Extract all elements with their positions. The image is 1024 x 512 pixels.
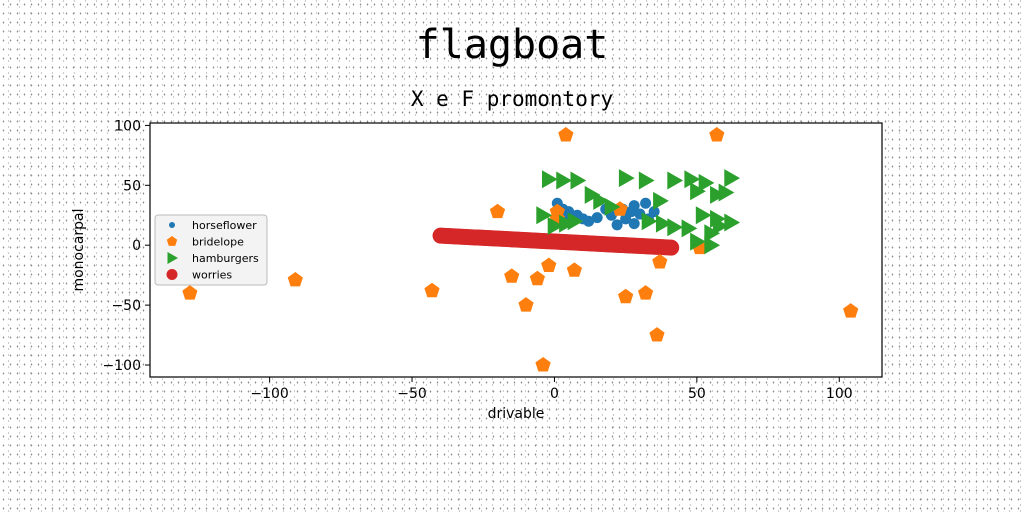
point-hamburgers <box>667 171 684 190</box>
y-axis-label: monocarpal <box>71 208 87 291</box>
y-tick-label: 100 <box>114 118 141 134</box>
point-hamburgers <box>710 185 726 204</box>
point-bridelope <box>652 254 668 269</box>
legend: horseflower bridelope hamburgers worries <box>154 214 268 286</box>
point-hamburgers <box>704 224 721 243</box>
point-bridelope <box>558 127 574 142</box>
point-hamburgers <box>667 218 684 237</box>
series-worries <box>432 227 680 256</box>
point-bridelope <box>618 288 634 304</box>
point-hamburgers <box>698 173 715 192</box>
point-hamburgers <box>567 212 584 231</box>
point-hamburgers <box>704 236 721 255</box>
plot-area <box>150 123 882 377</box>
series-hamburgers <box>536 169 741 255</box>
y-tick-label: 50 <box>123 178 141 194</box>
point-hamburgers <box>536 206 553 225</box>
point-horseflower <box>591 212 603 224</box>
point-hamburgers <box>641 212 658 231</box>
point-horseflower <box>628 218 640 230</box>
point-bridelope <box>504 268 520 283</box>
point-hamburgers <box>690 182 706 201</box>
point-bridelope <box>535 357 551 372</box>
point-bridelope <box>638 285 654 300</box>
legend-label: horseflower <box>192 219 257 232</box>
legend-label: hamburgers <box>192 252 259 265</box>
point-bridelope <box>287 272 303 287</box>
point-hamburgers <box>618 169 635 188</box>
point-bridelope <box>709 127 725 142</box>
x-tick-label: 100 <box>826 386 853 402</box>
point-hamburgers <box>655 214 672 233</box>
legend-marker-hamburgers <box>167 252 178 264</box>
y-tick-label: −100 <box>103 358 141 374</box>
point-hamburgers <box>584 185 601 204</box>
point-hamburgers <box>681 219 698 238</box>
point-bridelope <box>424 282 440 298</box>
point-bridelope <box>649 327 665 342</box>
plot-frame <box>149 122 883 378</box>
point-hamburgers <box>712 217 729 236</box>
x-tick-label: −100 <box>250 386 288 402</box>
point-hamburgers <box>542 170 558 189</box>
legend-label: bridelope <box>192 236 244 249</box>
point-bridelope <box>489 203 506 219</box>
y-tick-label: 0 <box>132 238 141 254</box>
legend-label: worries <box>192 269 232 282</box>
legend-marker-bridelope <box>166 236 178 246</box>
point-bridelope <box>541 257 557 272</box>
point-hamburgers <box>559 214 575 233</box>
point-horseflower <box>640 197 652 209</box>
legend-box <box>154 214 268 286</box>
point-bridelope <box>518 297 534 312</box>
x-tick-label: 0 <box>550 386 559 402</box>
y-tick-label: −50 <box>111 298 141 314</box>
point-hamburgers <box>604 197 621 216</box>
point-bridelope <box>566 262 582 277</box>
point-hamburgers <box>724 213 741 232</box>
point-hamburgers <box>718 183 735 202</box>
point-worries <box>663 239 680 256</box>
point-hamburgers <box>653 191 669 210</box>
point-horseflower <box>628 200 640 212</box>
axes: −100 −50 0 50 100 100 50 0 −50 −100 <box>103 118 853 402</box>
x-axis-label: drivable <box>488 406 545 422</box>
point-hamburgers <box>638 171 655 190</box>
point-hamburgers <box>547 217 564 236</box>
point-hamburgers <box>724 169 741 188</box>
point-hamburgers <box>593 191 610 210</box>
chart-title: flagboat <box>415 22 609 68</box>
legend-marker-horseflower <box>169 222 175 228</box>
point-bridelope <box>843 303 859 318</box>
x-tick-label: −50 <box>397 386 427 402</box>
x-tick-label: 50 <box>688 386 706 402</box>
chart-subtitle: X e F promontory <box>410 87 614 111</box>
point-hamburgers <box>690 232 706 251</box>
point-hamburgers <box>570 171 587 190</box>
point-hamburgers <box>556 171 572 190</box>
legend-marker-worries <box>166 269 178 280</box>
point-bridelope <box>529 270 545 286</box>
data-marks <box>182 127 859 372</box>
point-horseflower <box>611 219 623 231</box>
point-bridelope <box>182 285 198 300</box>
point-hamburgers <box>684 170 701 189</box>
point-hamburgers <box>695 206 712 225</box>
